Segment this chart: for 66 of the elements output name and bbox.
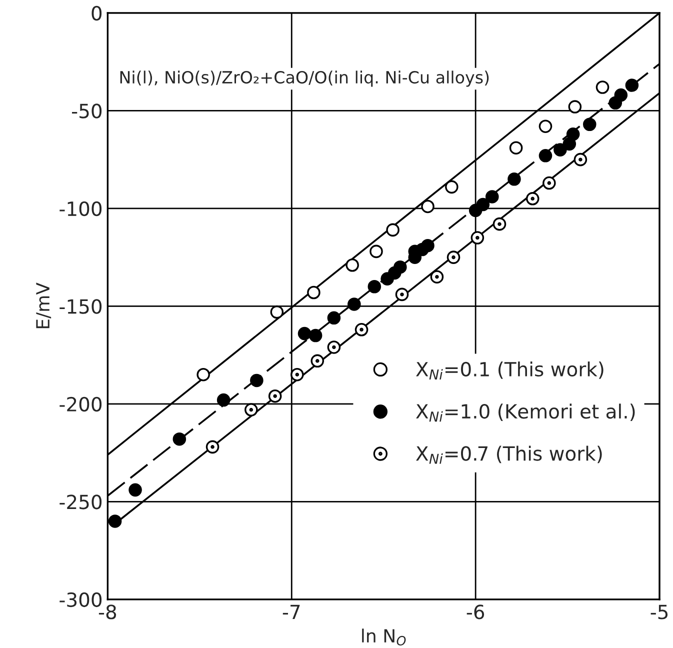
point [354,322,368,336]
legend-label: X$_{Ni}$=0.7 (This work) [416,446,602,464]
point [348,298,361,311]
point [298,326,312,340]
y-tick-label: -250 [60,494,102,510]
point [538,149,552,162]
point [395,288,409,302]
annotation: Ni(l), NiO(s)/ZrO₂+CaO/O(in liq. Ni-Cu alloys) [120,70,489,87]
point [554,143,567,156]
point [108,514,122,528]
point [327,340,341,354]
legend-label: X$_{Ni}$=1.0 (Kemori et al.) [416,404,635,422]
point [290,368,304,382]
x-tick-label: -5 [650,604,668,620]
point [538,120,552,133]
y-tick-label: -50 [72,104,102,118]
point [470,231,484,244]
x-tick-label: -7 [282,604,300,620]
point [250,374,264,388]
point [206,440,220,454]
point [270,305,284,319]
x-tick-label: -8 [98,604,116,620]
point [486,190,499,204]
point [327,311,341,325]
y-axis-title: E/mV [36,282,52,328]
legend-label: X$_{Ni}$=0.1 (This work) [416,361,604,380]
point [625,78,639,92]
point [216,393,230,407]
point [582,118,596,132]
point [508,172,521,186]
point [476,198,490,212]
point [614,88,628,102]
point [421,200,434,214]
point [310,354,324,368]
point [307,286,320,300]
point [574,152,588,166]
x-axis-title: ln N$_{O}$ [362,628,406,646]
y-tick-label: -300 [60,592,102,608]
point [172,432,186,446]
point [346,258,359,272]
point [268,389,282,403]
y-tick-label: -100 [60,201,102,216]
y-tick-label: -150 [60,299,102,314]
x-tick-label: -6 [466,604,484,620]
point [445,180,458,194]
point [568,100,582,114]
point [492,217,506,231]
point [308,328,322,342]
point [596,80,610,94]
point [128,483,142,497]
point [394,260,407,274]
point [244,403,258,416]
point [368,280,382,294]
point [430,270,444,284]
point [386,223,400,237]
point [370,244,383,258]
point [542,176,556,190]
y-tick-label: -200 [60,396,102,412]
point [562,137,576,151]
point [421,238,434,252]
point [509,141,523,154]
point [196,368,210,382]
point [526,192,540,206]
point [446,250,460,264]
y-tick-label: 0 [92,6,102,21]
point [566,128,580,141]
